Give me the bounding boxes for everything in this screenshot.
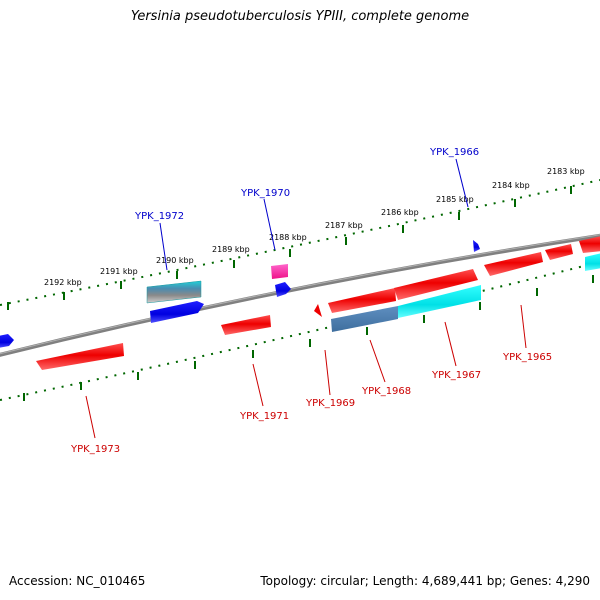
gene-label-ypk-1972: YPK_1972 [134, 211, 184, 222]
gene-arrow-ypk-1972-stack[interactable] [146, 280, 202, 304]
scale-label-2187: 2187 kbp [325, 221, 363, 230]
gene-arrow-ypk-1965[interactable] [484, 252, 543, 276]
gene-label-ypk-1969: YPK_1969 [305, 398, 355, 409]
gene-arrow-ypk-1971[interactable] [221, 315, 271, 335]
genome-backbone [0, 233, 600, 357]
gene-arrow-ypk-1967-red[interactable] [394, 269, 478, 300]
gene-arrow-ypk-1969[interactable] [314, 304, 322, 317]
scale-label-2186: 2186 kbp [381, 208, 419, 217]
scale-label-2188: 2188 kbp [269, 233, 307, 242]
lower-scale-dots [0, 261, 600, 401]
gene-arrow-ypk-1967[interactable] [398, 285, 481, 318]
gene-arrow-ypk-1968-red[interactable] [328, 288, 396, 313]
scale-label-2192: 2192 kbp [44, 278, 82, 287]
scale-label-2183: 2183 kbp [547, 167, 585, 176]
gene-label-ypk-1971: YPK_1971 [239, 411, 289, 422]
scale-labels: 2192 kbp 2191 kbp 2190 kbp 2189 kbp 2188… [44, 167, 585, 287]
forward-gene-labels: YPK_1972 YPK_1970 YPK_1966 [134, 147, 479, 222]
upper-scale-major-ticks [7, 186, 572, 310]
scale-label-2185: 2185 kbp [436, 195, 474, 204]
gene-arrow-left-edge-blue[interactable] [0, 334, 14, 348]
gene-arrow-right-edge-red-2[interactable] [579, 236, 600, 253]
genome-stats-text: Topology: circular; Length: 4,689,441 bp… [260, 574, 590, 588]
gene-label-ypk-1973: YPK_1973 [70, 444, 120, 455]
gene-arrow-ypk-1968[interactable] [331, 306, 398, 332]
gene-label-ypk-1967: YPK_1967 [431, 370, 481, 381]
forward-genes [146, 240, 600, 323]
gene-arrow-ypk-1973[interactable] [36, 343, 124, 370]
reverse-gene-labels: YPK_1973 YPK_1971 YPK_1969 YPK_1968 YPK_… [70, 352, 552, 455]
map-title: Yersinia pseudotuberculosis YPIII, compl… [130, 9, 470, 24]
reverse-leader-lines [85, 304, 527, 439]
gene-arrow-ypk-1972[interactable] [150, 301, 204, 323]
gene-label-ypk-1966: YPK_1966 [429, 147, 479, 158]
scale-label-2184: 2184 kbp [492, 181, 530, 190]
gene-arrow-right-edge-red-1[interactable] [545, 244, 573, 260]
scale-label-2189: 2189 kbp [212, 245, 250, 254]
scale-label-2191: 2191 kbp [100, 267, 138, 276]
forward-leader-lines [159, 158, 469, 271]
gene-label-ypk-1968: YPK_1968 [361, 386, 411, 397]
genome-backbone-highlight [0, 234, 600, 355]
gene-arrow-right-edge-cyan[interactable] [585, 253, 600, 271]
gene-arrow-ypk-1970[interactable] [275, 282, 291, 297]
gene-arrow-ypk-1966[interactable] [473, 240, 480, 252]
reverse-genes [0, 236, 600, 370]
gene-arrow-ypk-1970-pink[interactable] [271, 264, 288, 279]
gene-label-ypk-1965: YPK_1965 [502, 352, 552, 363]
scale-label-2190: 2190 kbp [156, 256, 194, 265]
gene-label-ypk-1970: YPK_1970 [240, 188, 290, 199]
lower-scale-major-ticks [23, 275, 594, 401]
accession-text: Accession: NC_010465 [9, 574, 146, 588]
